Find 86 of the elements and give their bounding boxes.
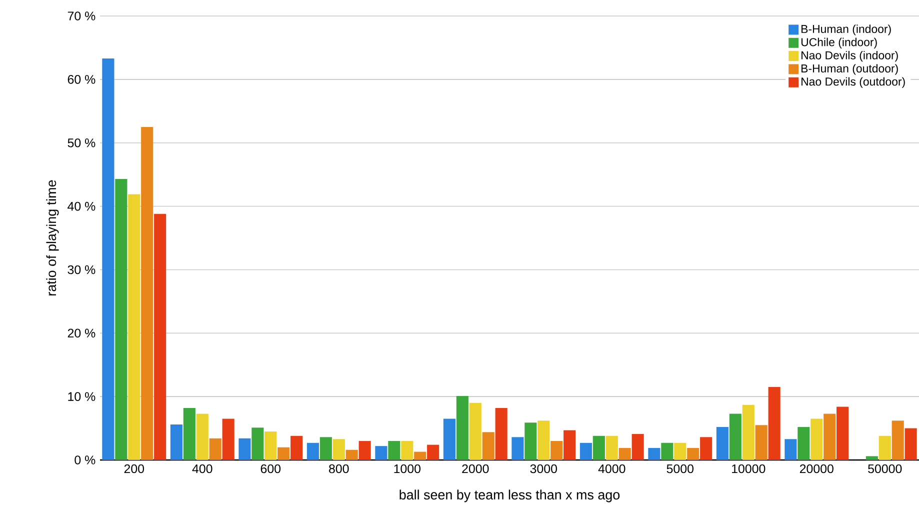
x-tick-label: 50000	[868, 464, 902, 474]
x-tick-label: 4000	[598, 464, 626, 474]
bar	[128, 194, 140, 460]
bar	[443, 418, 456, 460]
bar	[674, 442, 686, 460]
bar	[687, 448, 700, 460]
y-tick-label: 70 %	[68, 12, 96, 20]
x-tick-label: 2000	[462, 464, 489, 474]
bar	[784, 439, 797, 460]
bar	[278, 447, 290, 460]
bar	[524, 422, 537, 460]
x-tick-label: 20000	[800, 464, 834, 474]
x-tick-label: 10000	[732, 464, 766, 474]
bar	[209, 438, 222, 460]
bar	[768, 387, 780, 460]
bar	[332, 439, 345, 460]
bar	[512, 437, 524, 460]
x-tick-label: 600	[260, 464, 281, 474]
bar	[580, 442, 592, 460]
y-tick-label: 0 %	[74, 456, 96, 464]
bar	[154, 214, 166, 460]
bar	[469, 402, 482, 460]
bar	[414, 452, 426, 460]
bar	[729, 414, 742, 460]
bar	[495, 408, 508, 460]
bar	[482, 432, 494, 460]
legend-label: B-Human (indoor)	[802, 24, 891, 36]
bar	[238, 438, 251, 460]
bar	[716, 427, 728, 460]
bar	[306, 442, 319, 460]
bar	[904, 428, 917, 460]
bar	[401, 440, 414, 460]
bar	[798, 427, 810, 460]
bar	[290, 436, 303, 460]
bar	[648, 448, 660, 460]
bar	[755, 425, 768, 460]
bar	[878, 436, 891, 460]
bar	[388, 440, 400, 460]
bar	[632, 434, 644, 460]
x-tick-label: 1000	[394, 464, 420, 474]
bar	[456, 396, 468, 460]
bar	[320, 437, 332, 460]
legend-label: B-Human (outdoor)	[802, 64, 898, 75]
bar	[222, 418, 234, 460]
bar	[170, 424, 182, 460]
bar	[141, 127, 154, 460]
y-tick-label: 30 %	[68, 265, 96, 274]
bar	[538, 420, 550, 460]
legend-label: Nao Devils (outdoor)	[802, 77, 905, 88]
bar	[606, 436, 618, 460]
bar	[550, 440, 563, 460]
x-tick-label: 200	[124, 464, 144, 474]
y-tick-label: 50 %	[68, 138, 96, 148]
bar	[592, 436, 605, 460]
bar	[564, 430, 576, 460]
bar	[102, 58, 114, 460]
bar	[661, 442, 674, 460]
legend-label: Nao Devils (indoor)	[802, 50, 898, 62]
bar	[183, 408, 196, 460]
bar	[427, 444, 440, 460]
x-tick-label: 3000	[530, 464, 557, 474]
bar	[252, 428, 264, 460]
bar	[742, 404, 754, 460]
bar	[810, 418, 823, 460]
bar	[866, 456, 878, 460]
legend-label: UChile (indoor)	[801, 38, 877, 48]
x-tick-label: 5000	[666, 464, 694, 474]
y-tick-label: 10 %	[68, 392, 96, 401]
bar	[115, 179, 128, 460]
bar	[700, 437, 712, 460]
x-axis-title: ball seen by team less than x ms ago	[400, 490, 620, 502]
bar	[358, 440, 371, 460]
bar	[346, 450, 358, 460]
bar	[892, 420, 904, 460]
y-tick-label: 60 %	[68, 75, 96, 84]
x-tick-label: 400	[192, 464, 212, 474]
bar	[196, 414, 208, 460]
bar	[618, 448, 631, 460]
y-tick-label: 20 %	[68, 328, 96, 338]
bar	[836, 406, 849, 460]
bar	[264, 431, 277, 460]
bar	[375, 446, 388, 460]
y-tick-label: 40 %	[68, 202, 96, 211]
x-tick-label: 800	[329, 464, 349, 474]
y-axis-title: ratio of playing time	[46, 180, 59, 296]
bar	[824, 414, 836, 460]
